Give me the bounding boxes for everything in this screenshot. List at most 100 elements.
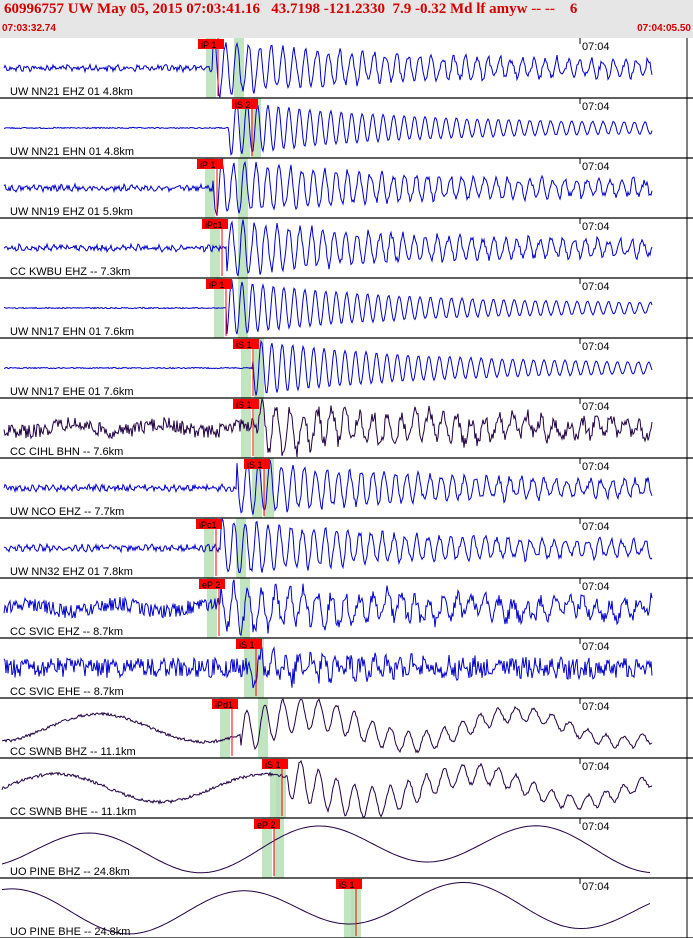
time-tick-label: 07:04 <box>582 761 610 773</box>
channel-label: UO PINE BHZ -- 24.8km <box>10 866 130 878</box>
trace-row[interactable]: 07:04 iS 1 UW NCO EHZ -- 7.7km <box>0 458 693 519</box>
pick-flag[interactable] <box>262 759 288 769</box>
trace-row[interactable]: 07:04 iS 1 CC CIHL BHN -- 7.6km <box>0 397 693 459</box>
time-tick-label: 07:04 <box>582 101 610 113</box>
waveform-trace[interactable] <box>3 397 653 458</box>
channel-label: CC SWNB BHE -- 11.1km <box>10 806 136 818</box>
trace-row[interactable]: 07:04 eP 2 CC SVIC EHZ -- 8.7km <box>0 578 693 639</box>
p-window-band <box>210 218 220 278</box>
waveform-trace[interactable] <box>1 697 653 754</box>
s-window-band <box>251 98 261 158</box>
pick-label: iS 1 <box>265 760 281 770</box>
waveform-trace[interactable] <box>3 459 653 515</box>
event-header: 60996757 UW May 05, 2015 07:03:41.16 43.… <box>0 0 693 38</box>
time-tick-label: 07:04 <box>582 41 610 53</box>
trace-row[interactable]: 07:04 eP 2 UO PINE BHZ -- 24.8km <box>0 818 693 879</box>
channel-label: CC SVIC EHZ -- 8.7km <box>10 626 123 638</box>
waveform-trace[interactable] <box>3 279 653 335</box>
pick-flag[interactable] <box>202 219 228 229</box>
pick-label: iPc1 <box>205 220 223 230</box>
seismogram-panel[interactable]: 07:04 iP 1 UW NN21 EHZ 01 4.8km 07:04 iS 2 UW… <box>0 38 693 938</box>
channel-label: UW NN32 EHZ 01 7.8km <box>10 566 133 578</box>
trace-row[interactable]: 07:04 iPc1 CC KWBU EHZ -- 7.3km <box>0 218 693 279</box>
trace-row[interactable]: 07:04 iS 1 CC SVIC EHE -- 8.7km <box>0 638 693 699</box>
channel-label: UW NN17 EHN 01 7.6km <box>10 326 134 338</box>
pick-flag[interactable] <box>232 99 258 109</box>
pick-flag[interactable] <box>254 819 280 829</box>
p-window-band <box>270 758 280 818</box>
s-window-band <box>258 698 268 758</box>
pick-flag[interactable] <box>236 639 262 649</box>
time-tick-label: 07:04 <box>582 221 610 233</box>
waveform-trace[interactable] <box>1 759 653 818</box>
s-window-band <box>236 518 246 578</box>
p-window-band <box>220 698 230 758</box>
pick-flag[interactable] <box>233 339 259 349</box>
s-window-band <box>274 818 284 878</box>
pick-flag[interactable] <box>212 699 238 709</box>
trace-row[interactable]: 07:04 iS 2 UW NN21 EHN 01 4.8km <box>0 98 693 159</box>
pick-flag[interactable] <box>198 39 224 49</box>
p-window-band <box>241 398 251 458</box>
time-tick-label: 07:04 <box>582 341 610 353</box>
event-summary-title: 60996757 UW May 05, 2015 07:03:41.16 43.… <box>4 1 578 17</box>
trace-row[interactable]: 07:04 iS 1 UW NN17 EHE 01 7.6km <box>0 338 693 399</box>
p-window-band <box>240 98 250 158</box>
time-tick-label: 07:04 <box>582 581 610 593</box>
waveform-trace[interactable] <box>3 517 653 574</box>
waveform-trace[interactable] <box>1 825 651 874</box>
trace-row[interactable]: 07:04 iS 1 UO PINE BHE -- 24.8km <box>0 878 693 938</box>
pick-flag[interactable] <box>199 579 225 589</box>
trace-row[interactable]: 07:04 iP 1 UW NN17 EHN 01 7.6km <box>0 278 693 339</box>
pick-label: iS 1 <box>239 640 255 650</box>
s-window-band <box>254 638 264 698</box>
waveform-trace[interactable] <box>3 38 653 99</box>
pick-label: iS 1 <box>247 460 263 470</box>
waveform-trace[interactable] <box>1 882 651 935</box>
trace-row[interactable]: 07:04 iPc1 UW NN32 EHZ 01 7.8km <box>0 517 693 579</box>
channel-label: CC SVIC EHE -- 8.7km <box>10 686 124 698</box>
p-window-band <box>204 518 214 578</box>
channel-label: CC SWNB BHZ -- 11.1km <box>10 746 136 758</box>
waveform-trace[interactable] <box>3 579 653 636</box>
pick-flag[interactable] <box>233 399 259 409</box>
time-tick-label: 07:04 <box>582 821 610 833</box>
time-tick-label: 07:04 <box>582 641 610 653</box>
pick-label: iS 1 <box>236 400 252 410</box>
trace-row[interactable]: 07:04 iPd1 CC SWNB BHZ -- 11.1km <box>0 697 693 759</box>
s-window-band <box>238 158 248 218</box>
pick-flag[interactable] <box>197 159 223 169</box>
pick-label: iS 2 <box>235 100 251 110</box>
pick-flag[interactable] <box>244 459 270 469</box>
pick-label: iPc1 <box>199 520 217 530</box>
time-tick-label: 07:04 <box>582 701 610 713</box>
pick-label: iS 1 <box>236 340 252 350</box>
pick-flag[interactable] <box>336 879 362 889</box>
waveform-trace[interactable] <box>3 646 653 689</box>
channel-label: UW NCO EHZ -- 7.7km <box>10 506 124 518</box>
time-tick-label: 07:04 <box>582 461 610 473</box>
pick-flag[interactable] <box>196 519 222 529</box>
waveform-trace[interactable] <box>3 157 653 216</box>
time-tick-label: 07:04 <box>582 281 610 293</box>
s-window-band <box>238 218 248 278</box>
time-tick-label: 07:04 <box>582 521 610 533</box>
p-window-band <box>344 878 354 938</box>
waveform-trace[interactable] <box>3 219 653 277</box>
channel-label: UW NN21 EHZ 01 4.8km <box>10 86 133 98</box>
pick-flag[interactable] <box>206 279 232 289</box>
trace-row[interactable]: 07:04 iS 1 CC SWNB BHE -- 11.1km <box>0 758 693 819</box>
channel-label: CC CIHL BHN -- 7.6km <box>10 446 123 458</box>
window-end-time: 07:04:05.50 <box>637 23 691 34</box>
window-start-time: 07:03:32.74 <box>2 23 56 34</box>
trace-row[interactable]: 07:04 iP 1 UW NN19 EHZ 01 5.9km <box>0 157 693 219</box>
p-window-band <box>262 818 272 878</box>
waveform-trace[interactable] <box>4 101 653 156</box>
pick-label: iS 1 <box>339 880 355 890</box>
s-window-band <box>264 458 274 518</box>
trace-row[interactable]: 07:04 iP 1 UW NN21 EHZ 01 4.8km <box>0 38 693 99</box>
pick-label: iP 1 <box>200 160 215 170</box>
s-window-band <box>238 278 248 338</box>
waveform-trace[interactable] <box>3 339 653 396</box>
pick-label: eP 2 <box>257 820 275 830</box>
